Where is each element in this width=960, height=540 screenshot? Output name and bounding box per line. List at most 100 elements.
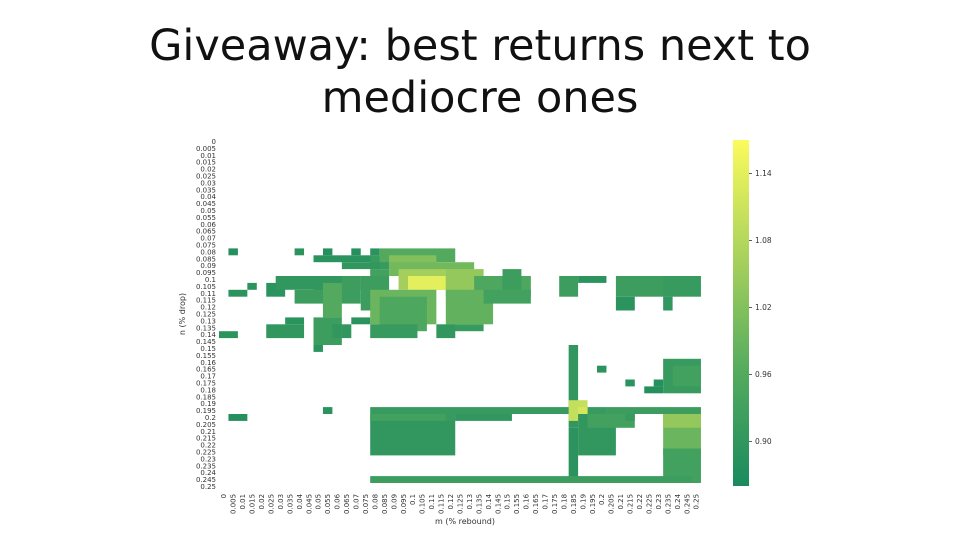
x-tick-label: 0.19 <box>579 494 587 510</box>
x-tick-label: 0.04 <box>296 493 304 509</box>
x-tick-label: 0.155 <box>513 494 521 514</box>
y-tick-label: 0.09 <box>200 262 216 270</box>
y-tick-label: 0.205 <box>196 421 216 429</box>
x-tick-label: 0.2 <box>598 494 606 505</box>
heatmap-cell-60 <box>370 414 456 421</box>
x-tick-label: 0.13 <box>466 494 474 510</box>
slide-title: Giveaway: best returns next to mediocre … <box>0 20 960 124</box>
heatmap-cell-65 <box>625 414 635 421</box>
y-tick-label: 0.24 <box>200 469 216 477</box>
y-tick-label: 0.115 <box>196 297 216 305</box>
y-tick-label: 0.085 <box>196 255 216 263</box>
heatmap-cell-49 <box>625 379 635 387</box>
x-tick-label: 0.205 <box>608 494 616 514</box>
heatmap-cell-0 <box>228 248 238 256</box>
heatmap-cell-45 <box>351 317 371 325</box>
x-tick-label: 0.195 <box>589 494 597 514</box>
heatmap-cell-36 <box>615 296 635 311</box>
x-tick-label: 0.095 <box>400 494 408 514</box>
y-tick-label: 0.21 <box>200 428 216 436</box>
x-tick-label: 0.21 <box>617 494 625 510</box>
heatmap-cell-28 <box>370 324 418 339</box>
x-tick-label: 0.05 <box>315 494 323 510</box>
heatmap-cell-21 <box>247 282 257 290</box>
heatmap-cell-30 <box>445 324 484 332</box>
colorbar <box>733 140 749 486</box>
y-tick-label: 0.215 <box>196 435 216 443</box>
y-tick-label: 0.18 <box>200 386 216 394</box>
heatmap-cell-34 <box>578 276 607 283</box>
heatmap-cell-39 <box>266 324 305 339</box>
heatmap-cell-25 <box>341 276 361 304</box>
x-tick-label: 0.14 <box>485 493 493 509</box>
heatmap-cell-10 <box>370 269 390 276</box>
y-tick-label: 0.185 <box>196 393 216 401</box>
x-tick-label: 0.025 <box>267 494 275 514</box>
x-tick-label: 0.125 <box>456 494 464 514</box>
y-tick-label: 0.13 <box>200 317 216 325</box>
x-tick-label: 0.09 <box>390 494 398 510</box>
x-tick-label: 0.085 <box>381 494 389 514</box>
x-tick-label: 0.245 <box>683 494 691 514</box>
x-tick-label: 0.135 <box>475 494 483 514</box>
heatmap-cell-47 <box>568 345 579 428</box>
heatmap-cell-5 <box>313 255 380 263</box>
y-tick-label: 0.04 <box>200 193 216 201</box>
heatmap-cell-62 <box>455 414 512 421</box>
heatmap-cell-48 <box>597 365 607 373</box>
y-tick-label: 0.15 <box>200 345 216 353</box>
heatmap-cell-54 <box>322 407 333 414</box>
y-tick-label: 0.1 <box>205 276 216 284</box>
heatmap-cell-50 <box>653 379 664 387</box>
x-tick-label: 0.045 <box>305 494 313 514</box>
x-tick-label: 0.055 <box>324 494 332 514</box>
y-tick-label: 0.07 <box>200 235 216 243</box>
x-tick-label: 0.17 <box>542 494 550 510</box>
x-tick-label: 0.185 <box>570 494 578 514</box>
x-tick-label: 0.005 <box>230 494 238 514</box>
y-tick-label: 0.035 <box>196 186 216 194</box>
colorbar-tick-label: 0.96 <box>755 370 772 379</box>
colorbar-ticks: 0.90 0.96 1.02 1.08 1.14 <box>749 169 772 446</box>
heatmap-cell-1 <box>294 248 305 256</box>
colorbar-tick-label: 0.90 <box>755 437 772 446</box>
x-tick-label: 0.225 <box>645 494 653 514</box>
x-tick-label: 0.16 <box>523 493 531 509</box>
y-tick-label: 0.195 <box>196 407 216 415</box>
slide-title-line-2: mediocre ones <box>321 73 639 123</box>
y-tick-label: 0.05 <box>200 207 216 215</box>
heatmap-cell-32 <box>483 289 531 304</box>
x-tick-label: 0.105 <box>419 494 427 514</box>
y-tick-label: 0.175 <box>196 379 216 387</box>
y-tick-label: 0.105 <box>196 283 216 291</box>
y-tick-label: 0.23 <box>200 455 216 463</box>
heatmap-cell-68 <box>663 414 701 428</box>
colorbar-tick-label: 1.02 <box>755 303 772 312</box>
heatmap-cell-56 <box>606 407 701 414</box>
heatmap-cell-38 <box>663 296 673 311</box>
y-tick-label: 0.25 <box>200 483 216 491</box>
y-tick-label: 0.055 <box>196 214 216 222</box>
y-tick-label: 0.225 <box>196 448 216 456</box>
heatmap-cell-40 <box>219 331 238 339</box>
y-tick-label: 0.005 <box>196 145 216 153</box>
x-tick-label: 0.03 <box>277 494 285 510</box>
x-tick-label: 0.23 <box>655 494 663 510</box>
y-tick-label: 0.245 <box>196 476 216 484</box>
y-tick-label: 0.125 <box>196 310 216 318</box>
x-tick-label: 0.035 <box>286 494 294 514</box>
x-tick-label: 0.115 <box>438 494 446 514</box>
x-tick-labels: 0 0.005 0.01 0.015 0.02 0.025 0.03 0.035 0.04 0.0… <box>220 493 700 514</box>
x-tick-label: 0.015 <box>249 494 257 514</box>
y-tick-label: 0.06 <box>200 221 216 229</box>
y-tick-label: 0.2 <box>205 414 216 422</box>
heatmap-cell-46 <box>341 324 352 339</box>
y-tick-label: 0.015 <box>196 159 216 167</box>
colorbar-tick-label: 1.14 <box>755 169 772 178</box>
heatmap-cell-71 <box>370 476 692 483</box>
heatmap-cell-4 <box>370 248 380 256</box>
y-tick-label: 0.17 <box>200 373 216 381</box>
heatmap-cell-11 <box>341 262 380 270</box>
heatmap-cell-42 <box>313 345 323 352</box>
